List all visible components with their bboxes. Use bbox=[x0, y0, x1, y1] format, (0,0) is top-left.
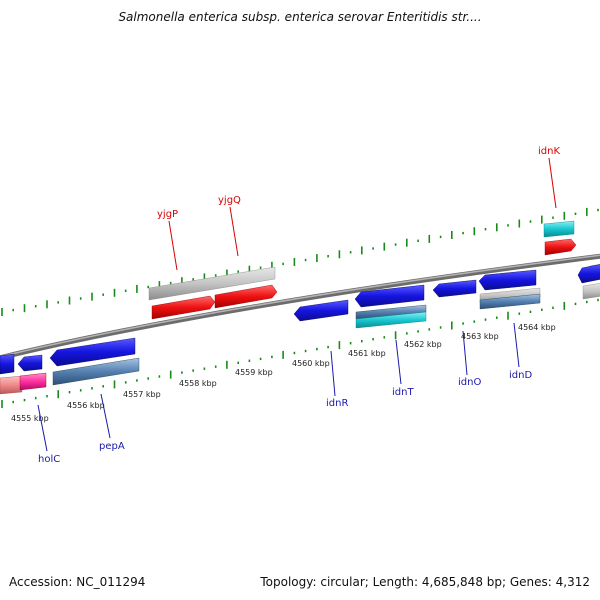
genome-backbone bbox=[0, 253, 600, 361]
gene-pepA-arrow[interactable] bbox=[49, 337, 136, 367]
leader-idnK bbox=[548, 157, 557, 209]
gene-label-pepA[interactable]: pepA bbox=[99, 441, 125, 452]
scale-label-4556: 4556 kbp bbox=[67, 401, 105, 410]
leader-idnT bbox=[395, 339, 402, 385]
gene-yjgQ-arrow[interactable] bbox=[214, 284, 278, 309]
reverse-genes bbox=[0, 264, 600, 395]
gene-yjgP-arrow[interactable] bbox=[151, 295, 216, 320]
gene-label-idnT[interactable]: idnT bbox=[392, 387, 414, 398]
scale-labels: 4555 kbp 4556 kbp 4557 kbp 4558 kbp 4559… bbox=[11, 323, 556, 423]
scale-label-4558: 4558 kbp bbox=[179, 379, 217, 388]
label-leaders bbox=[37, 157, 557, 452]
gene-idnT-cyan[interactable] bbox=[355, 311, 427, 329]
gene-label-holC[interactable]: holC bbox=[38, 454, 60, 465]
map-title: Salmonella enterica subsp. enterica sero… bbox=[118, 10, 482, 24]
genome-backbone-highlight bbox=[0, 254, 600, 358]
scale-label-4560: 4560 kbp bbox=[292, 359, 330, 368]
leader-idnR bbox=[330, 350, 336, 397]
gene-idnD-steel[interactable] bbox=[479, 293, 541, 310]
leader-idnD bbox=[513, 322, 520, 368]
scale-label-4563: 4563 kbp bbox=[461, 332, 499, 341]
gene-feature[interactable] bbox=[0, 353, 15, 375]
gene-feature[interactable] bbox=[148, 266, 276, 301]
leader-yjgP bbox=[168, 220, 178, 271]
leader-pepA bbox=[100, 393, 111, 439]
gene-idnR-arrow[interactable] bbox=[293, 299, 349, 322]
gene-feature[interactable] bbox=[582, 283, 600, 300]
gene-label-idnD[interactable]: idnD bbox=[509, 370, 532, 381]
gene-idnK-cyan[interactable] bbox=[543, 220, 575, 238]
gene-label-idnR[interactable]: idnR bbox=[326, 398, 348, 409]
gene-idnT-arrow[interactable] bbox=[354, 284, 425, 308]
leader-yjgQ bbox=[229, 206, 239, 257]
leader-holC bbox=[37, 404, 48, 452]
forward-genes bbox=[148, 220, 600, 320]
scale-label-4562: 4562 kbp bbox=[404, 340, 442, 349]
scale-label-4555: 4555 kbp bbox=[11, 414, 49, 423]
genome-summary: Topology: circular; Length: 4,685,848 bp… bbox=[260, 575, 590, 589]
gene-idnD-arrow[interactable] bbox=[478, 269, 537, 291]
scale-label-4559: 4559 kbp bbox=[235, 368, 273, 377]
accession-label: Accession: NC_011294 bbox=[9, 575, 146, 589]
inner-scale-ticks bbox=[1, 298, 599, 408]
gene-label-yjgQ[interactable]: yjgQ bbox=[218, 195, 241, 206]
gene-holC-pink[interactable] bbox=[19, 372, 47, 391]
gene-idnK-arrow[interactable] bbox=[544, 238, 577, 256]
gene-pepA-steel[interactable] bbox=[52, 357, 140, 386]
gene-labels: yjgP yjgQ idnK holC pepA idnR idnT idnO … bbox=[38, 146, 560, 465]
gene-label-idnK[interactable]: idnK bbox=[538, 146, 560, 157]
leader-idnO bbox=[462, 330, 468, 376]
scale-label-4557: 4557 kbp bbox=[123, 390, 161, 399]
gene-idnO-arrow[interactable] bbox=[432, 279, 477, 298]
gene-feature[interactable] bbox=[577, 264, 600, 284]
gene-feature[interactable] bbox=[0, 375, 23, 395]
scale-label-4561: 4561 kbp bbox=[348, 349, 386, 358]
gene-holC-arrow[interactable] bbox=[17, 354, 43, 372]
scale-label-4564: 4564 kbp bbox=[518, 323, 556, 332]
gene-label-yjgP[interactable]: yjgP bbox=[157, 209, 178, 220]
gene-label-idnO[interactable]: idnO bbox=[458, 377, 481, 388]
